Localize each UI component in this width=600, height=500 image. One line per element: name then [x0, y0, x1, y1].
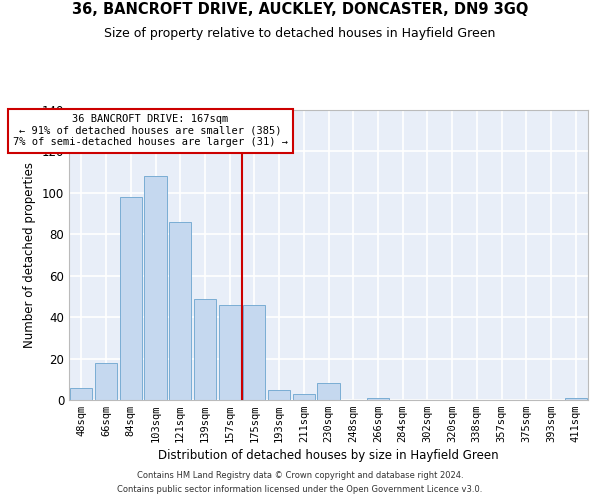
Bar	[243, 304, 265, 400]
Text: 36 BANCROFT DRIVE: 167sqm
← 91% of detached houses are smaller (385)
7% of semi-: 36 BANCROFT DRIVE: 167sqm ← 91% of detac…	[13, 114, 288, 148]
Bar	[95, 362, 117, 400]
Bar	[70, 388, 92, 400]
Text: Contains public sector information licensed under the Open Government Licence v3: Contains public sector information licen…	[118, 485, 482, 494]
Bar	[317, 384, 340, 400]
Bar	[268, 390, 290, 400]
Text: 36, BANCROFT DRIVE, AUCKLEY, DONCASTER, DN9 3GQ: 36, BANCROFT DRIVE, AUCKLEY, DONCASTER, …	[72, 2, 528, 18]
Y-axis label: Number of detached properties: Number of detached properties	[23, 162, 36, 348]
Bar	[218, 304, 241, 400]
Bar	[194, 298, 216, 400]
Text: Contains HM Land Registry data © Crown copyright and database right 2024.: Contains HM Land Registry data © Crown c…	[137, 471, 463, 480]
Bar	[169, 222, 191, 400]
Text: Size of property relative to detached houses in Hayfield Green: Size of property relative to detached ho…	[104, 28, 496, 40]
Bar	[293, 394, 315, 400]
Bar	[367, 398, 389, 400]
Bar	[145, 176, 167, 400]
Bar	[565, 398, 587, 400]
X-axis label: Distribution of detached houses by size in Hayfield Green: Distribution of detached houses by size …	[158, 450, 499, 462]
Bar	[119, 197, 142, 400]
